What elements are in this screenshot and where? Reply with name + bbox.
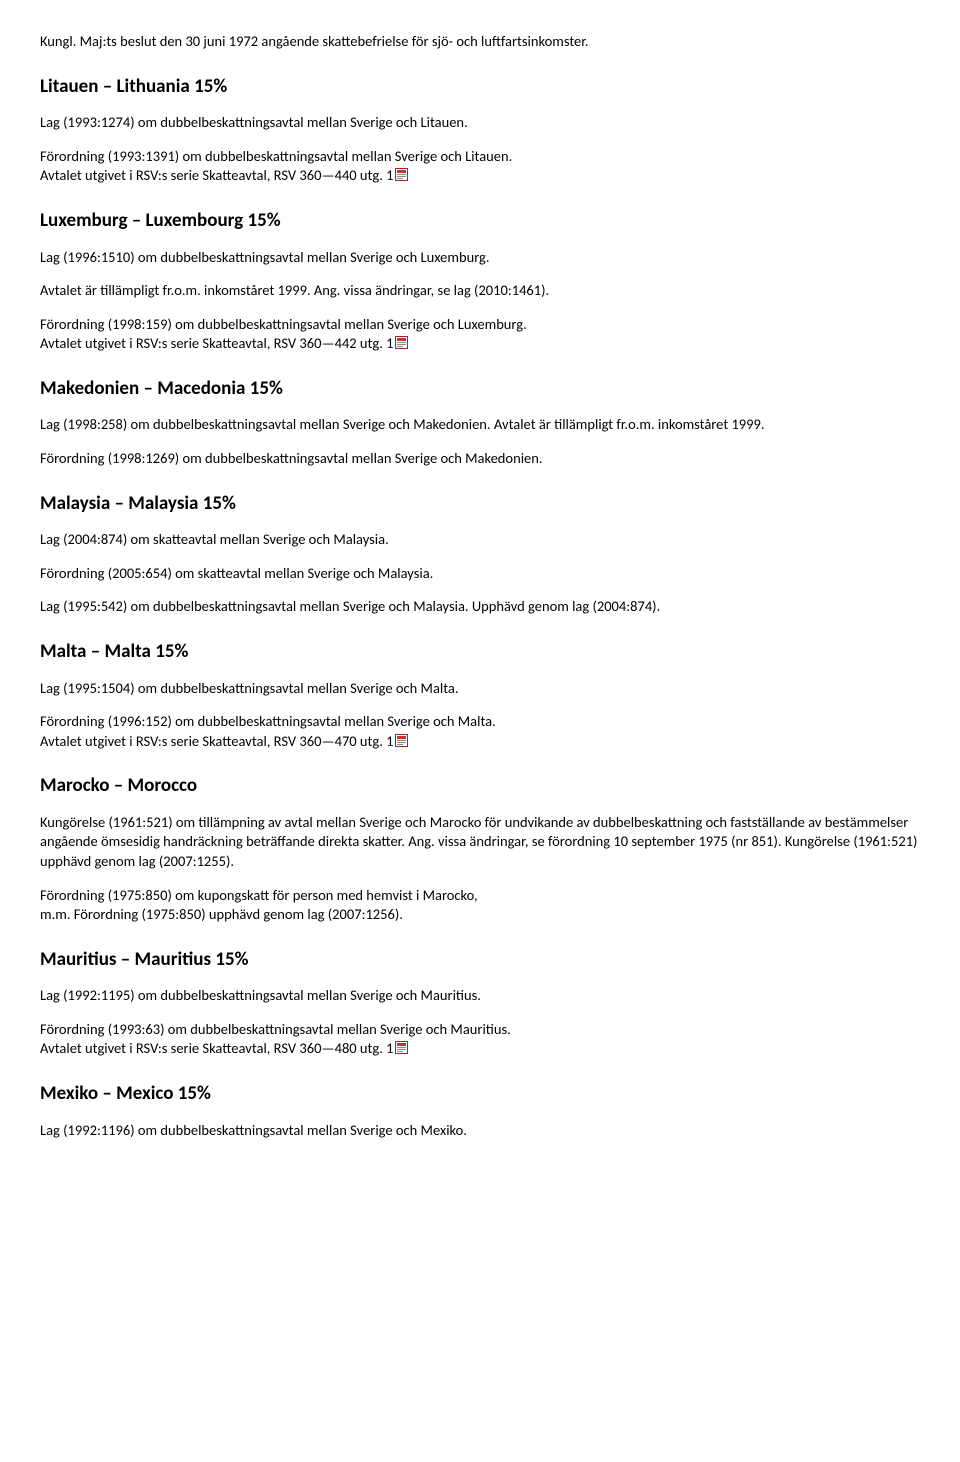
- body-paragraph: Lag (1992:1195) om dubbelbeskattningsavt…: [40, 986, 920, 1006]
- body-paragraph: Lag (1995:1504) om dubbelbeskattningsavt…: [40, 679, 920, 699]
- body-paragraph: Förordning (1998:1269) om dubbelbeskattn…: [40, 449, 920, 469]
- section-heading: Malta – Malta 15%: [40, 639, 920, 665]
- body-paragraph: Lag (1998:258) om dubbelbeskattningsavta…: [40, 415, 920, 435]
- section-heading: Marocko – Morocco: [40, 773, 920, 799]
- section-heading: Litauen – Lithuania 15%: [40, 74, 920, 100]
- section-heading: Mexiko – Mexico 15%: [40, 1081, 920, 1107]
- intro-paragraph: Kungl. Maj:ts beslut den 30 juni 1972 an…: [40, 32, 920, 52]
- section-heading: Makedonien – Macedonia 15%: [40, 376, 920, 402]
- pdf-icon: [395, 734, 408, 747]
- body-paragraph: Kungörelse (1961:521) om tillämpning av …: [40, 813, 920, 872]
- body-paragraph: Lag (1996:1510) om dubbelbeskattningsavt…: [40, 248, 920, 268]
- body-paragraph: Förordning (2005:654) om skatteavtal mel…: [40, 564, 920, 584]
- body-paragraph: Förordning (1993:63) om dubbelbeskattnin…: [40, 1020, 920, 1059]
- body-paragraph: Lag (2004:874) om skatteavtal mellan Sve…: [40, 530, 920, 550]
- pdf-icon: [395, 336, 408, 349]
- section-heading: Mauritius – Mauritius 15%: [40, 947, 920, 973]
- pdf-icon: [395, 168, 408, 181]
- body-paragraph: Förordning (1998:159) om dubbelbeskattni…: [40, 315, 920, 354]
- body-paragraph: Förordning (1996:152) om dubbelbeskattni…: [40, 712, 920, 751]
- body-paragraph: Lag (1995:542) om dubbelbeskattningsavta…: [40, 597, 920, 617]
- body-paragraph: Avtalet är tillämpligt fr.o.m. inkomstår…: [40, 281, 920, 301]
- body-paragraph: Förordning (1975:850) om kupongskatt för…: [40, 886, 920, 925]
- body-paragraph: Lag (1992:1196) om dubbelbeskattningsavt…: [40, 1121, 920, 1141]
- pdf-icon: [395, 1041, 408, 1054]
- section-heading: Luxemburg – Luxembourg 15%: [40, 208, 920, 234]
- body-paragraph: Förordning (1993:1391) om dubbelbeskattn…: [40, 147, 920, 186]
- section-heading: Malaysia – Malaysia 15%: [40, 491, 920, 517]
- body-paragraph: Lag (1993:1274) om dubbelbeskattningsavt…: [40, 113, 920, 133]
